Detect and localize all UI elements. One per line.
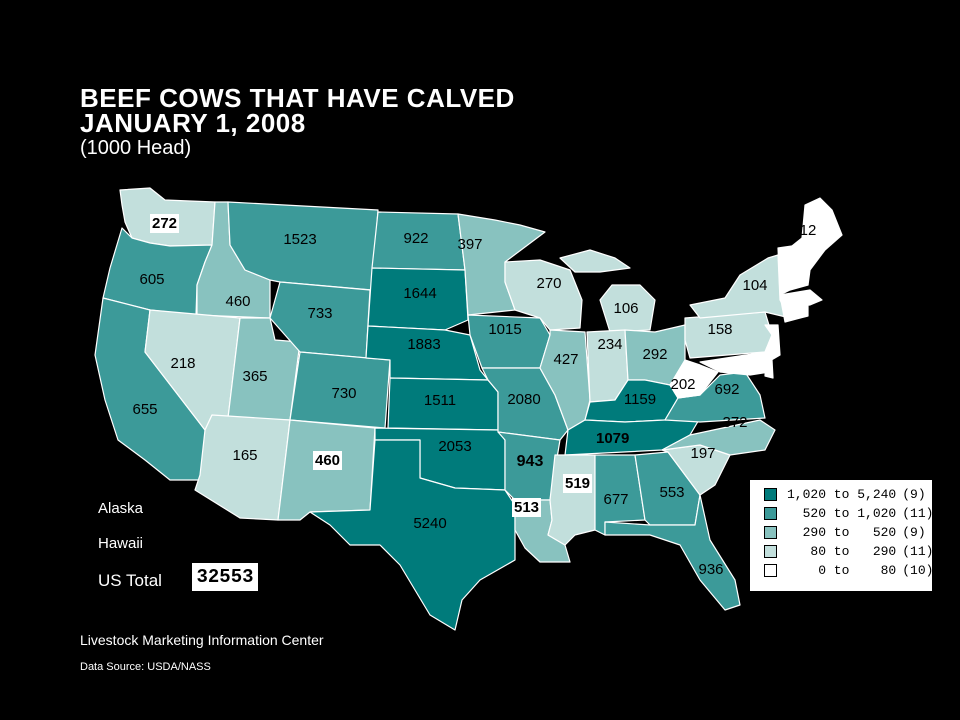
state-md <box>699 351 771 376</box>
legend-count: (11) <box>902 505 934 521</box>
label-oh: 292 <box>642 346 667 363</box>
label-ok: 2053 <box>438 438 471 455</box>
source-credit: Livestock Marketing Information Center <box>80 632 324 648</box>
label-wi: 270 <box>536 275 561 292</box>
legend: 1,020 to 5,240 (9) 520 to 1,020 (11) 290… <box>750 480 933 591</box>
state-ri <box>799 304 809 319</box>
label-al: 677 <box>603 491 628 508</box>
legend-count: (10) <box>902 562 934 578</box>
state-nc <box>661 419 776 456</box>
label-il: 427 <box>553 351 578 368</box>
state-de <box>764 354 774 379</box>
state-tx <box>309 439 516 631</box>
legend-swatch <box>764 525 777 539</box>
hawaii-label: Hawaii <box>98 535 144 552</box>
state-mi-up <box>559 249 631 273</box>
legend-range: 290 to 520 <box>787 524 897 540</box>
state-az <box>194 414 291 521</box>
label-nm: 460 <box>313 451 343 470</box>
label-az: 165 <box>232 447 257 464</box>
label-la: 513 <box>512 498 542 517</box>
legend-row: 290 to 520 (9) <box>764 524 926 540</box>
label-nv: 218 <box>170 355 195 372</box>
label-ny: 104 <box>742 277 767 294</box>
label-va: 692 <box>714 381 739 398</box>
label-ca: 655 <box>132 401 157 418</box>
label-or: 605 <box>139 271 164 288</box>
label-co: 730 <box>331 385 356 402</box>
label-ga: 553 <box>659 484 684 501</box>
map-subtitle: (1000 Head) <box>80 137 192 159</box>
state-sd <box>367 267 469 331</box>
legend-range: 1,020 to 5,240 <box>787 486 897 502</box>
label-ut: 365 <box>242 368 267 385</box>
state-ma <box>779 289 823 307</box>
legend-row: 80 to 290 (11) <box>764 543 933 559</box>
label-pa: 158 <box>707 321 732 338</box>
legend-swatch <box>764 563 777 577</box>
label-wy: 733 <box>307 305 332 322</box>
alaska-label: Alaska <box>98 500 144 517</box>
legend-swatch <box>764 506 777 520</box>
label-tn: 1079 <box>594 429 632 448</box>
label-fl: 936 <box>698 561 723 578</box>
legend-row: 0 to 80 (10) <box>764 562 933 578</box>
state-ny <box>689 254 791 319</box>
legend-range: 0 to 80 <box>787 562 897 578</box>
label-wv: 202 <box>670 376 695 393</box>
state-ct <box>781 304 801 323</box>
title-line-1: BEEF COWS THAT HAVE CALVED <box>80 83 515 113</box>
state-wv <box>669 359 719 399</box>
state-fl <box>604 494 741 611</box>
label-mt: 1523 <box>283 231 316 248</box>
legend-row: 520 to 1,020 (11) <box>764 505 933 521</box>
state-wi <box>504 259 583 331</box>
label-mi: 106 <box>613 300 638 317</box>
label-mo: 2080 <box>507 391 540 408</box>
legend-range: 80 to 290 <box>787 543 897 559</box>
label-nc: 372 <box>722 414 747 431</box>
data-source-note: Data Source: USDA/NASS <box>80 661 211 673</box>
label-sc: 197 <box>690 445 715 462</box>
label-ar: 943 <box>517 453 544 470</box>
legend-swatch <box>764 487 777 501</box>
legend-count: (9) <box>902 486 926 502</box>
state-nm <box>277 419 376 521</box>
title-line-2: JANUARY 1, 2008 <box>80 108 306 138</box>
state-me <box>801 197 843 286</box>
label-sd: 1644 <box>403 285 436 302</box>
map-title: BEEF COWS THAT HAVE CALVED JANUARY 1, 20… <box>80 83 515 138</box>
label-ne: 1883 <box>407 336 440 353</box>
label-nd: 922 <box>403 230 428 247</box>
label-ia: 1015 <box>488 321 521 338</box>
us-total-value: 32553 <box>192 563 258 591</box>
legend-count: (11) <box>902 543 934 559</box>
label-ks: 1511 <box>424 392 456 409</box>
legend-count: (9) <box>902 524 926 540</box>
label-id: 460 <box>225 293 250 310</box>
label-tx: 5240 <box>413 515 446 532</box>
label-ms: 519 <box>563 474 593 493</box>
label-ky: 1159 <box>624 391 656 408</box>
label-wa: 272 <box>150 214 180 233</box>
legend-swatch <box>764 544 777 558</box>
legend-row: 1,020 to 5,240 (9) <box>764 486 926 502</box>
legend-range: 520 to 1,020 <box>787 505 897 521</box>
label-me: 12 <box>800 222 817 239</box>
state-ms <box>547 454 596 546</box>
label-in: 234 <box>597 336 622 353</box>
us-total-label: US Total <box>98 571 162 590</box>
label-mn: 397 <box>457 236 482 253</box>
